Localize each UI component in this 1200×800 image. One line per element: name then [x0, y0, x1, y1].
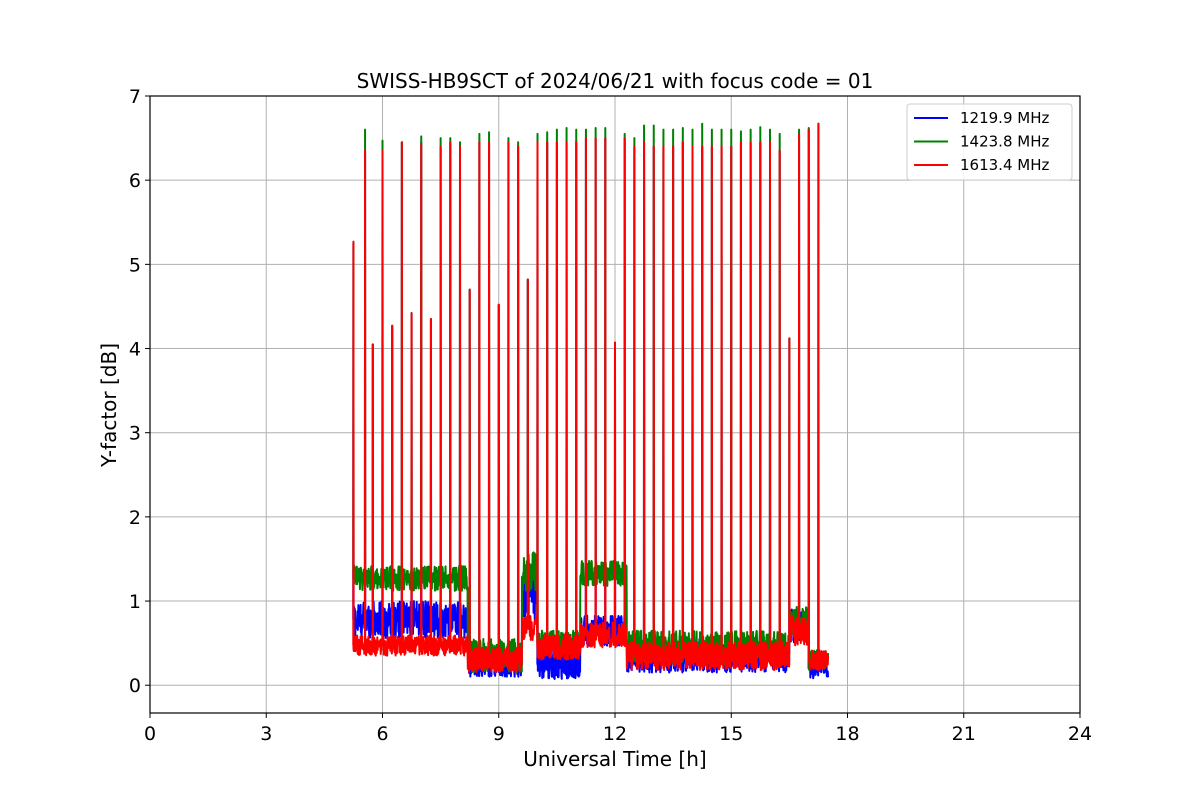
plot-area	[352, 122, 830, 680]
x-tick-label: 3	[260, 723, 272, 745]
legend-label: 1423.8 MHz	[960, 133, 1049, 151]
x-tick-label: 9	[493, 723, 505, 745]
y-axis-label: Y-factor [dB]	[97, 343, 121, 468]
y-tick-label: 1	[129, 591, 141, 613]
y-tick-label: 3	[129, 423, 141, 445]
legend-label: 1219.9 MHz	[960, 109, 1049, 127]
x-tick-label: 21	[952, 723, 976, 745]
x-axis-label: Universal Time [h]	[523, 747, 706, 771]
y-tick-label: 0	[129, 675, 141, 697]
x-tick-label: 0	[144, 723, 156, 745]
series-line	[352, 122, 830, 674]
x-tick-label: 15	[719, 723, 743, 745]
x-tick-label: 6	[376, 723, 388, 745]
y-tick-label: 6	[129, 170, 141, 192]
y-tick-label: 2	[129, 507, 141, 529]
y-tick-label: 5	[129, 254, 141, 276]
chart-title: SWISS-HB9SCT of 2024/06/21 with focus co…	[357, 69, 874, 93]
x-tick-label: 12	[603, 723, 627, 745]
y-tick-label: 7	[129, 86, 141, 108]
legend-label: 1613.4 MHz	[960, 156, 1049, 174]
series-lines	[352, 122, 830, 680]
x-tick-label: 18	[835, 723, 859, 745]
legend: 1219.9 MHz 1423.8 MHz 1613.4 MHz	[906, 103, 1073, 181]
legend-box	[906, 103, 1073, 181]
legend-items: 1219.9 MHz 1423.8 MHz 1613.4 MHz	[914, 109, 1049, 174]
y-tick-label: 4	[129, 339, 141, 361]
x-tick-label: 24	[1068, 723, 1092, 745]
